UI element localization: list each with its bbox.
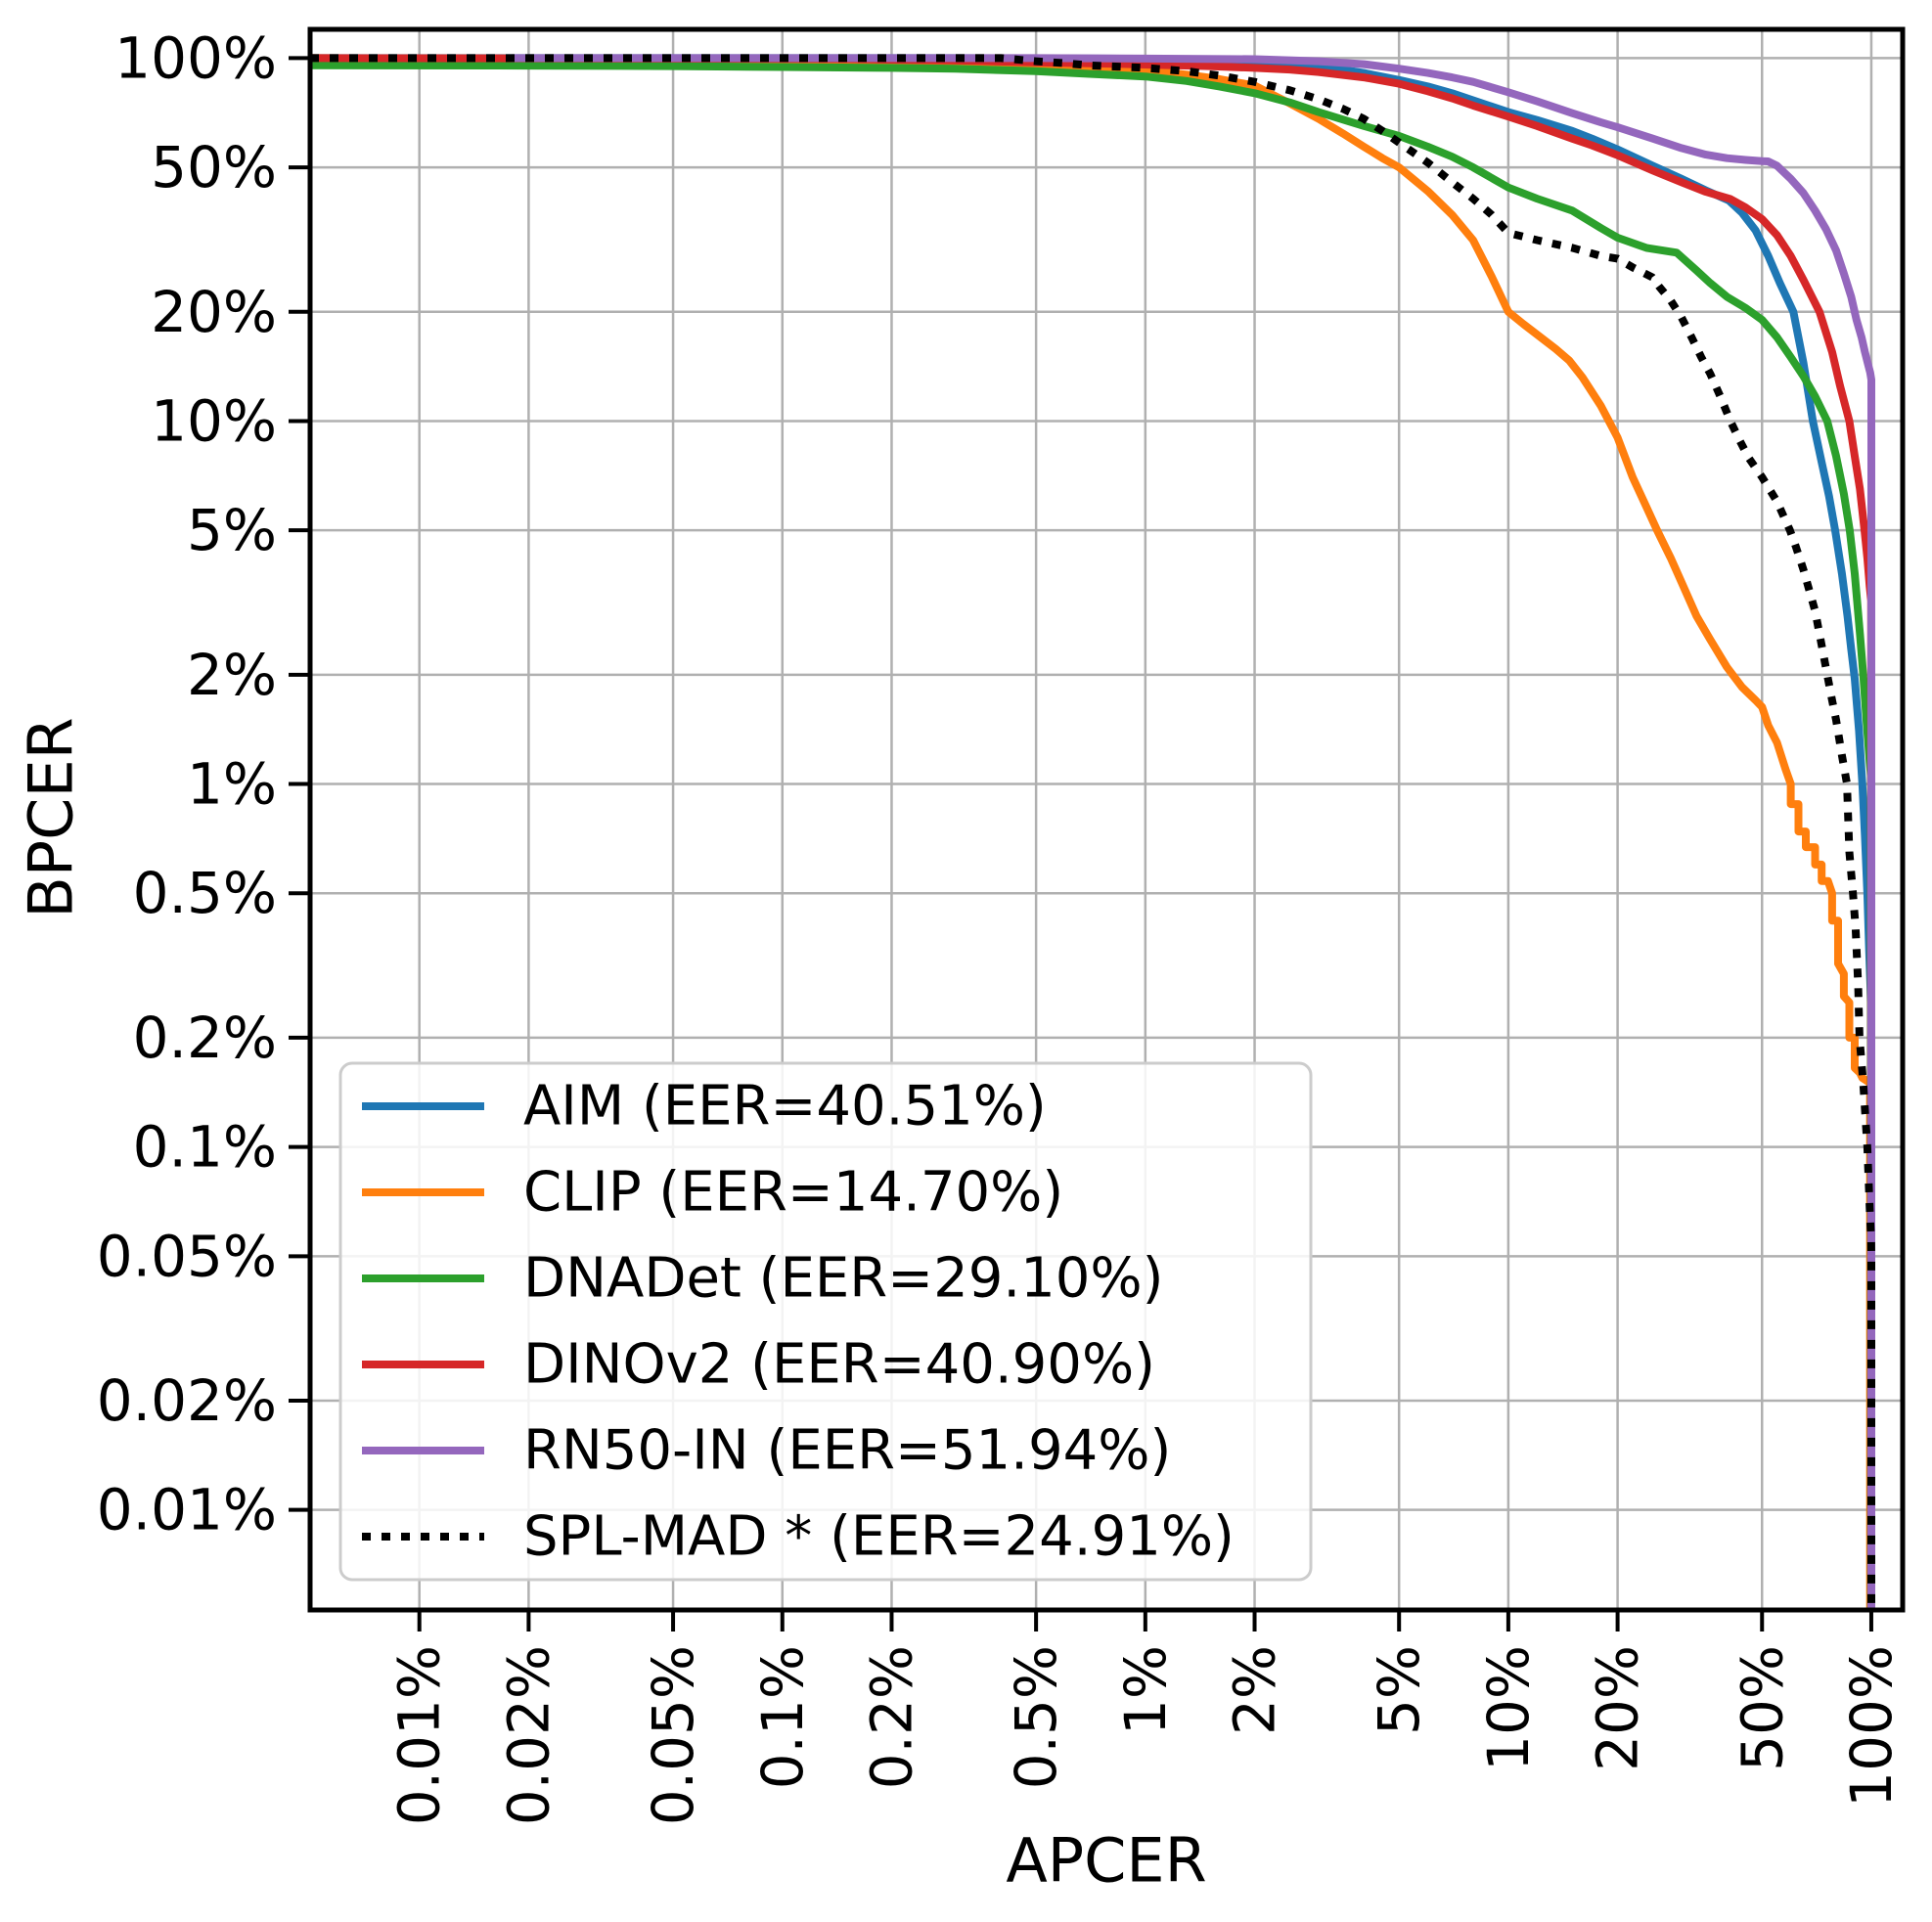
curve-RN50-IN — [508, 54, 1875, 1610]
x-tick-label: 0.5% — [1003, 1645, 1069, 1789]
y-tick-label: 0.2% — [133, 1005, 277, 1071]
x-tick-label: 0.02% — [495, 1645, 562, 1825]
x-tick-label: 1% — [1112, 1645, 1179, 1735]
legend-label-AIM: AIM (EER=40.51%) — [523, 1075, 1047, 1139]
y-tick-label: 0.01% — [97, 1477, 277, 1543]
y-tick-label: 20% — [151, 279, 277, 345]
x-tick-label: 0.05% — [640, 1645, 706, 1825]
y-tick-label: 0.5% — [133, 860, 277, 926]
x-tick-label: 0.01% — [386, 1645, 453, 1825]
legend-box — [338, 1061, 1313, 1582]
legend-label-SPL-MAD: SPL-MAD * (EER=24.91%) — [523, 1505, 1235, 1569]
y-tick-label: 0.02% — [97, 1367, 277, 1434]
y-tick-label: 100% — [114, 24, 277, 91]
y-tick-label: 50% — [151, 134, 277, 201]
curve-SPL-MAD — [310, 54, 1875, 1610]
x-axis-label: APCER — [1006, 1825, 1206, 1897]
y-tick-label: 2% — [187, 642, 277, 708]
curve-CLIP — [310, 54, 1874, 1610]
plot-frame — [307, 26, 1906, 1613]
x-tick-label: 100% — [1838, 1645, 1905, 1808]
y-tick-label: 1% — [187, 751, 277, 818]
legend: AIM (EER=40.51%) CLIP (EER=14.70%) DNADet … — [338, 1061, 1313, 1582]
legend-label-DINOv2: DINOv2 (EER=40.90%) — [523, 1333, 1155, 1397]
legend-label-DNADet: DNADet (EER=29.10%) — [523, 1247, 1163, 1311]
x-tick-label: 2% — [1222, 1645, 1288, 1735]
axes — [289, 26, 1906, 1631]
y-tick-label: 0.05% — [97, 1223, 277, 1289]
curve-DNADet — [310, 61, 1875, 1610]
y-tick-label: 0.1% — [133, 1114, 277, 1181]
x-tick-label: 10% — [1475, 1645, 1542, 1771]
tick-labels: 0.01% 0.02% 0.05% 0.1% 0.2% 0.5% 1% 2% 5% 10% 20% 5… — [97, 24, 1905, 1825]
x-tick-label: 0.1% — [749, 1645, 816, 1789]
curve-DINOv2 — [310, 54, 1875, 1610]
x-tick-label: 0.2% — [858, 1645, 924, 1789]
curve-AIM — [310, 54, 1875, 1610]
x-tick-label: 50% — [1729, 1645, 1795, 1771]
y-tick-label: 5% — [187, 497, 277, 563]
legend-label-RN50-IN: RN50-IN (EER=51.94%) — [523, 1419, 1171, 1483]
x-tick-label: 5% — [1366, 1645, 1432, 1735]
curves — [310, 54, 1875, 1610]
y-axis-label: BPCER — [16, 717, 87, 917]
y-tick-label: 10% — [151, 387, 277, 454]
x-tick-label: 20% — [1585, 1645, 1651, 1771]
legend-label-CLIP: CLIP (EER=14.70%) — [523, 1161, 1063, 1225]
